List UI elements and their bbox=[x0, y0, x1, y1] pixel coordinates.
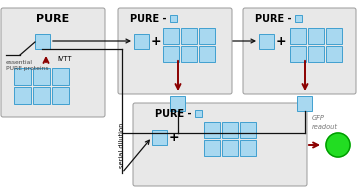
Text: PURE -: PURE - bbox=[130, 14, 170, 24]
FancyBboxPatch shape bbox=[133, 103, 307, 186]
Bar bbox=[204, 140, 220, 156]
Bar bbox=[33, 68, 50, 85]
Text: +: + bbox=[169, 131, 179, 144]
Bar bbox=[259, 34, 274, 49]
Bar bbox=[199, 28, 215, 44]
Bar bbox=[240, 140, 256, 156]
Bar bbox=[297, 96, 312, 111]
Bar bbox=[308, 46, 324, 62]
Bar bbox=[222, 140, 238, 156]
Text: IVTT: IVTT bbox=[57, 56, 71, 62]
Text: readout: readout bbox=[312, 124, 338, 130]
Text: serial dilution: serial dilution bbox=[119, 122, 125, 168]
Bar bbox=[326, 28, 342, 44]
Bar bbox=[163, 28, 179, 44]
Bar bbox=[181, 46, 197, 62]
Text: PURE -: PURE - bbox=[255, 14, 295, 24]
Bar bbox=[290, 46, 306, 62]
Bar bbox=[326, 46, 342, 62]
Bar bbox=[170, 15, 177, 22]
Text: +: + bbox=[276, 35, 286, 48]
Bar bbox=[33, 87, 50, 104]
Bar bbox=[14, 68, 31, 85]
Bar bbox=[170, 96, 185, 111]
Bar bbox=[152, 130, 167, 145]
Bar bbox=[14, 87, 31, 104]
Text: essential
PURE proteins: essential PURE proteins bbox=[6, 60, 49, 71]
Bar bbox=[195, 110, 202, 117]
Bar bbox=[181, 28, 197, 44]
FancyBboxPatch shape bbox=[1, 8, 105, 117]
Text: +: + bbox=[151, 35, 161, 48]
Bar bbox=[199, 46, 215, 62]
Bar bbox=[52, 68, 69, 85]
Text: PURE -: PURE - bbox=[155, 109, 195, 119]
Circle shape bbox=[326, 133, 350, 157]
Bar bbox=[134, 34, 149, 49]
Bar bbox=[222, 122, 238, 138]
Bar bbox=[290, 28, 306, 44]
Bar bbox=[35, 34, 50, 49]
Bar bbox=[295, 15, 302, 22]
Bar bbox=[204, 122, 220, 138]
Text: PURE: PURE bbox=[36, 14, 70, 24]
Bar bbox=[52, 87, 69, 104]
Bar bbox=[308, 28, 324, 44]
Text: GFP: GFP bbox=[312, 115, 325, 121]
Bar bbox=[240, 122, 256, 138]
Bar bbox=[163, 46, 179, 62]
FancyBboxPatch shape bbox=[243, 8, 356, 94]
FancyBboxPatch shape bbox=[118, 8, 232, 94]
